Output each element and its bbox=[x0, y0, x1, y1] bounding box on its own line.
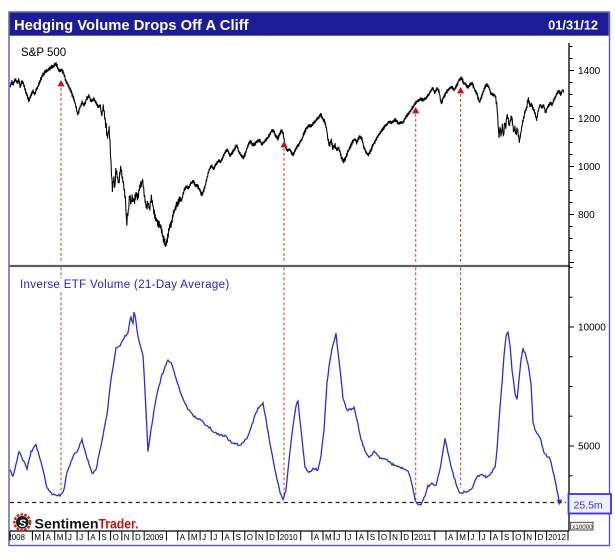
svg-text:2008: 2008 bbox=[7, 533, 25, 542]
svg-text:2012: 2012 bbox=[548, 533, 566, 542]
svg-text:J: J bbox=[336, 533, 340, 542]
svg-text:J: J bbox=[79, 533, 83, 542]
svg-text:A: A bbox=[359, 533, 365, 542]
svg-text:S: S bbox=[236, 533, 241, 542]
svg-text:J: J bbox=[470, 533, 474, 542]
svg-text:N: N bbox=[526, 533, 532, 542]
svg-text:x10000: x10000 bbox=[572, 524, 593, 531]
svg-text:N: N bbox=[258, 533, 264, 542]
svg-text:O: O bbox=[113, 533, 119, 542]
svg-text:J: J bbox=[68, 533, 72, 542]
svg-text:A: A bbox=[314, 533, 320, 542]
svg-text:5000: 5000 bbox=[578, 442, 601, 453]
svg-text:A: A bbox=[448, 533, 454, 542]
svg-text:A: A bbox=[180, 533, 186, 542]
svg-text:S: S bbox=[504, 533, 509, 542]
svg-text:1200: 1200 bbox=[578, 114, 601, 125]
svg-text:S: S bbox=[101, 533, 106, 542]
svg-text:A: A bbox=[90, 533, 96, 542]
svg-text:J: J bbox=[347, 533, 351, 542]
svg-text:1000: 1000 bbox=[578, 162, 601, 173]
svg-text:J: J bbox=[202, 533, 206, 542]
svg-text:A: A bbox=[224, 533, 230, 542]
svg-text:2010: 2010 bbox=[280, 533, 298, 542]
svg-text:S: S bbox=[370, 533, 375, 542]
svg-text:2009: 2009 bbox=[146, 533, 164, 542]
svg-text:S: S bbox=[19, 518, 27, 530]
svg-text:M: M bbox=[325, 533, 332, 542]
svg-text:M: M bbox=[191, 533, 198, 542]
svg-text:S&P 500: S&P 500 bbox=[21, 47, 66, 59]
svg-text:D: D bbox=[269, 533, 275, 542]
svg-text:1400: 1400 bbox=[578, 66, 601, 77]
svg-text:M: M bbox=[34, 533, 41, 542]
svg-text:N: N bbox=[392, 533, 398, 542]
svg-text:10000: 10000 bbox=[578, 323, 606, 334]
svg-text:25.5m: 25.5m bbox=[574, 499, 603, 511]
svg-text:01/31/12: 01/31/12 bbox=[548, 18, 598, 33]
svg-text:O: O bbox=[247, 533, 253, 542]
svg-text:Inverse ETF Volume (21-Day Ave: Inverse ETF Volume (21-Day Average) bbox=[20, 279, 230, 291]
svg-text:Sentimen: Sentimen bbox=[35, 516, 99, 532]
svg-text:Hedging Volume Drops Off A Cli: Hedging Volume Drops Off A Cliff bbox=[14, 18, 249, 34]
svg-text:Trader.: Trader. bbox=[99, 516, 139, 532]
svg-text:D: D bbox=[538, 533, 544, 542]
svg-text:D: D bbox=[403, 533, 409, 542]
svg-text:D: D bbox=[135, 533, 141, 542]
svg-text:O: O bbox=[515, 533, 521, 542]
svg-text:J: J bbox=[213, 533, 217, 542]
svg-text:J: J bbox=[482, 533, 486, 542]
svg-text:N: N bbox=[124, 533, 130, 542]
svg-text:A: A bbox=[46, 533, 52, 542]
svg-text:M: M bbox=[57, 533, 64, 542]
svg-text:800: 800 bbox=[578, 210, 595, 221]
svg-text:O: O bbox=[381, 533, 387, 542]
svg-text:M: M bbox=[459, 533, 466, 542]
svg-text:2011: 2011 bbox=[414, 533, 432, 542]
svg-text:A: A bbox=[493, 533, 499, 542]
